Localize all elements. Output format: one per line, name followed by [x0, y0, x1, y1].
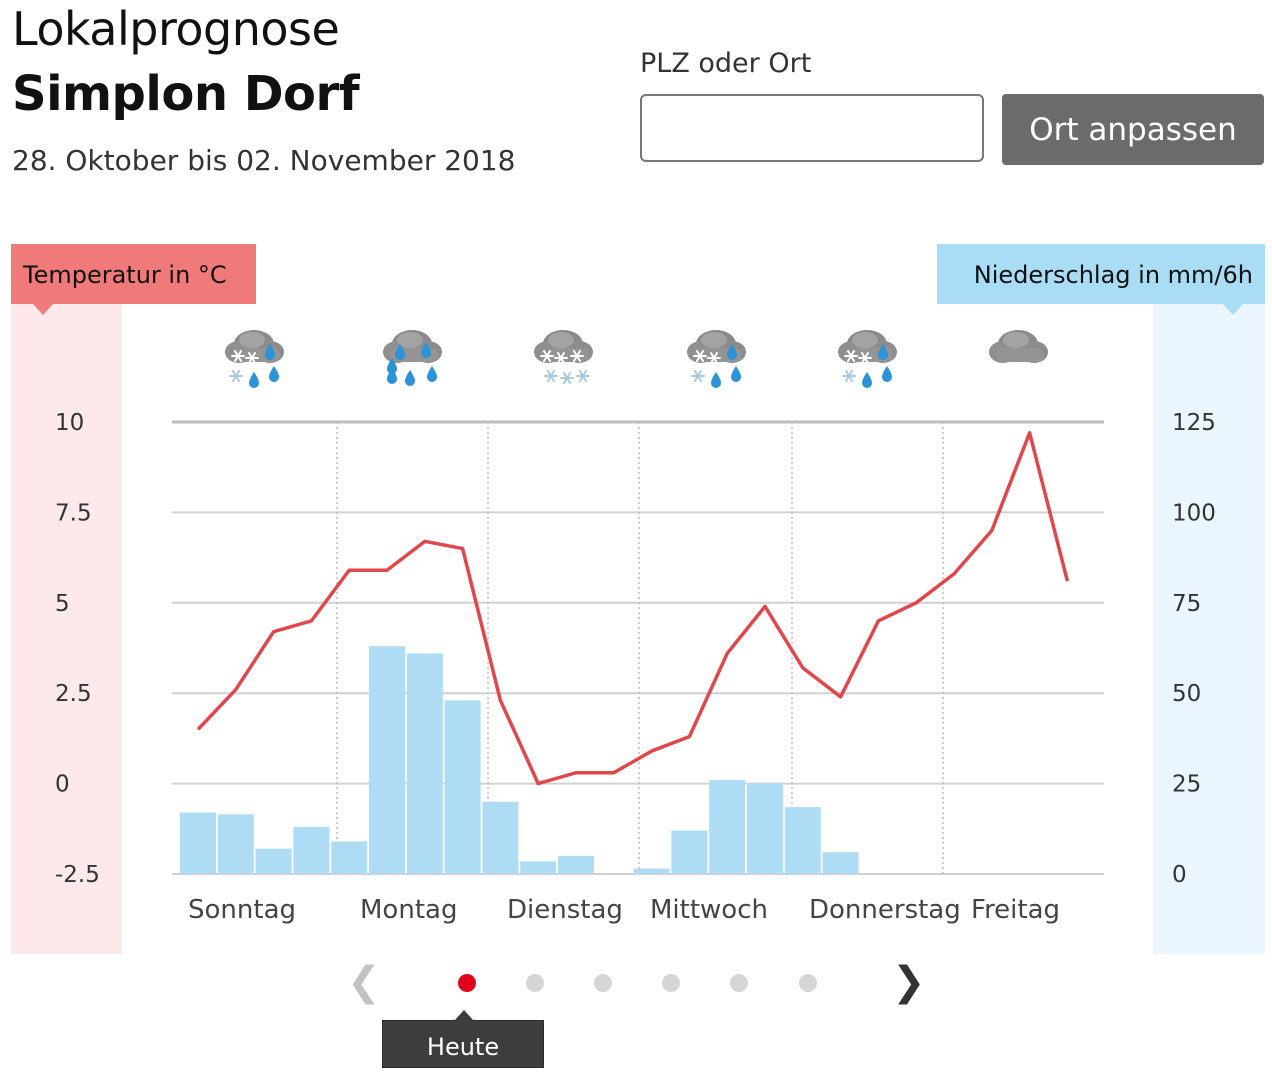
precipitation-bar: [709, 780, 745, 874]
precipitation-bar: [671, 831, 707, 874]
precipitation-bar: [180, 813, 216, 874]
precipitation-bar: [823, 852, 859, 874]
precipitation-tick-label: 100: [1172, 500, 1216, 526]
precipitation-bar: [558, 856, 594, 874]
chevron-left-icon[interactable]: ❮: [347, 960, 381, 1004]
temperature-line: [198, 433, 1067, 784]
precipitation-tick-label: 25: [1172, 772, 1201, 798]
precipitation-bar: [482, 802, 518, 874]
snow-icon: [534, 330, 593, 383]
rain-icon: [383, 330, 442, 386]
precipitation-bar: [747, 784, 783, 874]
precipitation-bar: [407, 653, 443, 874]
day-label: Donnerstag: [809, 895, 961, 925]
snow-rain-icon: [838, 330, 897, 388]
today-tooltip: Heute: [382, 1020, 544, 1068]
precipitation-tick-label: 50: [1172, 681, 1201, 707]
temperature-tick-label: 0: [55, 772, 70, 798]
precipitation-bar: [785, 807, 821, 874]
pager-dot[interactable]: [799, 974, 817, 992]
precipitation-bar: [445, 700, 481, 874]
precipitation-tick-label: 75: [1172, 591, 1201, 617]
temperature-tick-label: 2.5: [55, 681, 92, 707]
snow-rain-icon: [225, 330, 284, 388]
temperature-tick-label: -2.5: [55, 862, 100, 888]
day-pager: ❮ ❯: [0, 960, 1272, 1010]
pager-dot[interactable]: [458, 974, 476, 992]
precipitation-bar: [256, 849, 292, 874]
cloud-icon: [989, 330, 1048, 363]
temperature-tick-label: 10: [55, 410, 84, 436]
day-label: Freitag: [971, 895, 1060, 925]
precipitation-bar: [520, 861, 556, 874]
day-label: Mittwoch: [650, 895, 768, 925]
chevron-right-icon[interactable]: ❯: [892, 960, 926, 1004]
snow-rain-icon: [687, 330, 746, 388]
forecast-chart: 10 7.5 5 2.5 0 -2.5 125 100 75 50 25 0 Sonntag Montag…: [0, 0, 1272, 960]
pager-dot[interactable]: [594, 974, 612, 992]
precipitation-bar: [331, 841, 367, 874]
precipitation-tick-label: 125: [1172, 410, 1216, 436]
temperature-tick-label: 7.5: [55, 500, 92, 526]
pager-dot[interactable]: [730, 974, 748, 992]
temperature-tick-label: 5: [55, 591, 70, 617]
precipitation-bar: [293, 827, 329, 874]
day-label: Dienstag: [507, 895, 623, 925]
day-label: Montag: [360, 895, 457, 925]
pager-dot[interactable]: [526, 974, 544, 992]
precipitation-tick-label: 0: [1172, 862, 1187, 888]
precipitation-bar: [634, 869, 670, 874]
pager-dot[interactable]: [662, 974, 680, 992]
precipitation-bar: [369, 646, 405, 874]
day-label: Sonntag: [188, 895, 296, 925]
precipitation-bar: [218, 814, 254, 874]
